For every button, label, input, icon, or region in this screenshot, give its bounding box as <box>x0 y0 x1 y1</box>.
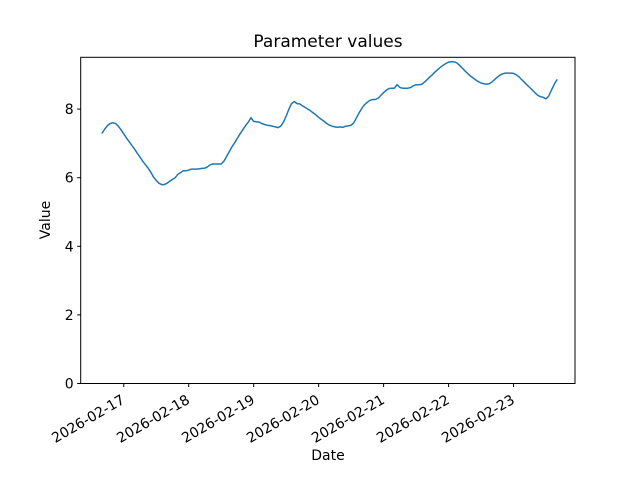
y-tick-label: 2 <box>65 308 74 324</box>
x-axis-label: Date <box>311 448 345 464</box>
x-tick-label: 2026-02-21 <box>309 392 387 447</box>
x-tick-label: 2026-02-22 <box>374 392 452 447</box>
y-axis-label: Value <box>38 200 54 240</box>
y-tick-label: 0 <box>65 377 74 393</box>
x-tick-label: 2026-02-20 <box>244 392 322 447</box>
chart-title: Parameter values <box>253 32 403 52</box>
axes-spines <box>80 56 576 385</box>
x-tick-label: 2026-02-18 <box>114 392 192 447</box>
y-tick-label: 6 <box>65 171 74 187</box>
y-tick-label: 8 <box>65 102 74 118</box>
x-tick-label: 2026-02-17 <box>49 392 127 447</box>
series-line <box>101 61 558 186</box>
x-tick-label: 2026-02-23 <box>439 392 517 447</box>
x-tick-label: 2026-02-19 <box>179 392 257 447</box>
y-tick-label: 4 <box>65 239 74 255</box>
